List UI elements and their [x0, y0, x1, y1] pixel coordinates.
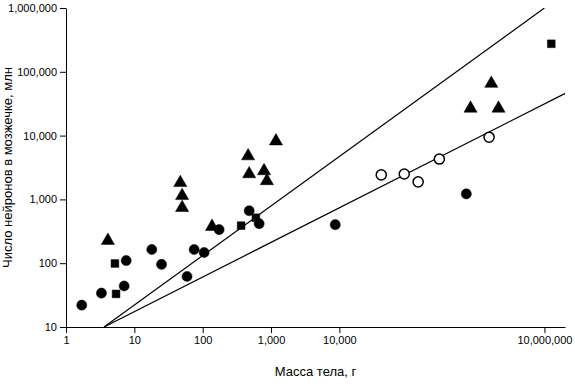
point: [147, 244, 157, 254]
point: [237, 222, 245, 230]
x-axis: 1 10 100 1,000 10,000 10,000,000: [63, 327, 572, 346]
tick-mark: [134, 327, 135, 333]
point: [111, 260, 119, 268]
axis-line: [66, 9, 67, 328]
point: [205, 219, 218, 230]
chart: 1 10 100 1,000 10,000 10,000,000 10 100 1,000 10,…: [0, 0, 575, 387]
tick: 10,000,000: [517, 327, 572, 346]
tick-mark: [66, 327, 67, 333]
point: [413, 177, 423, 187]
point: [243, 166, 256, 177]
tick-label: 100,000: [17, 66, 57, 78]
fit-line: [104, 8, 544, 327]
tick-label: 10,000: [323, 334, 357, 346]
point: [182, 271, 192, 281]
tick: 1,000: [258, 327, 286, 346]
y-axis: 10 100 1,000 10,000 100,000 1,000,000: [8, 2, 66, 333]
tick-mark: [60, 72, 66, 73]
point: [547, 40, 555, 48]
tick-label: 100: [39, 257, 57, 269]
point: [461, 189, 471, 199]
point: [112, 290, 120, 298]
point: [492, 101, 505, 112]
tick-mark: [60, 136, 66, 137]
tick-label: 1,000: [258, 334, 286, 346]
point: [119, 281, 129, 291]
tick-mark: [271, 327, 272, 333]
tick-mark: [339, 327, 340, 333]
point: [269, 134, 282, 145]
point: [399, 169, 409, 179]
tick-mark: [60, 327, 66, 328]
point: [257, 163, 270, 174]
tick-mark: [544, 327, 545, 333]
point: [330, 220, 340, 230]
tick-mark: [203, 327, 204, 333]
tick-label: 1,000: [29, 193, 57, 205]
point: [156, 259, 166, 269]
fit-line: [104, 86, 565, 327]
point: [242, 148, 255, 159]
point: [434, 154, 444, 164]
tick-label: 10,000,000: [517, 334, 572, 346]
point: [260, 173, 273, 184]
point: [252, 214, 260, 222]
tick-mark: [60, 199, 66, 200]
axis-line: [67, 327, 566, 328]
plot-area: [77, 8, 565, 327]
tick: 100,000: [17, 66, 66, 78]
point: [174, 175, 187, 186]
tick: 10,000: [323, 327, 357, 346]
point: [189, 244, 199, 254]
tick-label: 1,000,000: [8, 2, 57, 14]
point: [464, 101, 477, 112]
point: [96, 288, 106, 298]
tick: 100: [194, 327, 212, 346]
point: [484, 132, 494, 142]
point: [121, 256, 131, 266]
point: [176, 200, 189, 211]
tick: 1,000: [29, 193, 66, 205]
tick-mark: [60, 263, 66, 264]
tick-label: 1: [63, 334, 69, 346]
point: [77, 300, 87, 310]
point: [485, 76, 498, 87]
tick: 1,000,000: [8, 2, 66, 14]
tick-label: 10,000: [23, 130, 57, 142]
point: [176, 188, 189, 199]
y-axis-title: Число нейронов в мозжечке, млн: [0, 67, 15, 268]
tick-label: 10: [129, 334, 141, 346]
tick-label: 10: [45, 321, 57, 333]
point: [199, 247, 209, 257]
point: [376, 170, 386, 180]
tick-mark: [60, 8, 66, 9]
tick: 10: [129, 327, 141, 346]
tick: 10: [45, 321, 66, 333]
tick: 100: [39, 257, 66, 269]
x-axis-title: Масса тела, г: [275, 364, 357, 379]
tick-label: 100: [194, 334, 212, 346]
point: [101, 233, 114, 244]
tick: 10,000: [23, 130, 66, 142]
tick: 1: [63, 327, 69, 346]
